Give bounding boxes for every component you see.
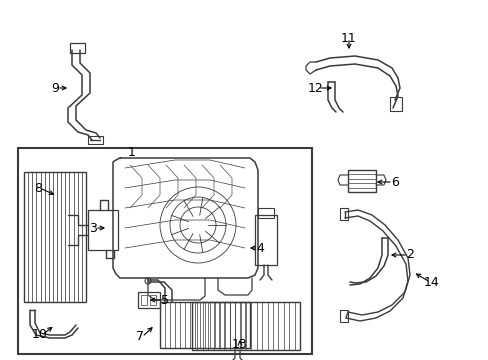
Text: 8: 8	[34, 181, 42, 194]
Bar	[339, 208, 347, 220]
Text: 12: 12	[307, 81, 323, 94]
Bar	[141, 295, 147, 305]
Bar	[339, 310, 347, 322]
Text: 10: 10	[32, 328, 48, 342]
Text: 13: 13	[232, 338, 247, 351]
Bar	[347, 170, 375, 192]
Text: 9: 9	[51, 81, 59, 94]
Bar	[389, 97, 401, 111]
Bar	[88, 136, 103, 144]
Text: 2: 2	[405, 248, 413, 261]
Bar	[254, 215, 276, 265]
Bar	[88, 210, 118, 250]
Text: 1: 1	[128, 145, 136, 158]
Bar	[192, 302, 299, 350]
Text: 14: 14	[423, 275, 439, 288]
Bar	[138, 292, 160, 308]
Text: 11: 11	[341, 31, 356, 45]
Bar	[18, 148, 311, 354]
Bar	[24, 172, 86, 302]
Text: 4: 4	[256, 242, 264, 255]
Text: 6: 6	[390, 175, 398, 189]
Bar	[150, 295, 156, 305]
Bar	[70, 43, 85, 53]
Bar	[258, 208, 273, 218]
Text: 7: 7	[136, 330, 143, 343]
Text: 5: 5	[161, 293, 169, 306]
Bar	[160, 302, 249, 348]
Text: 3: 3	[89, 221, 97, 234]
